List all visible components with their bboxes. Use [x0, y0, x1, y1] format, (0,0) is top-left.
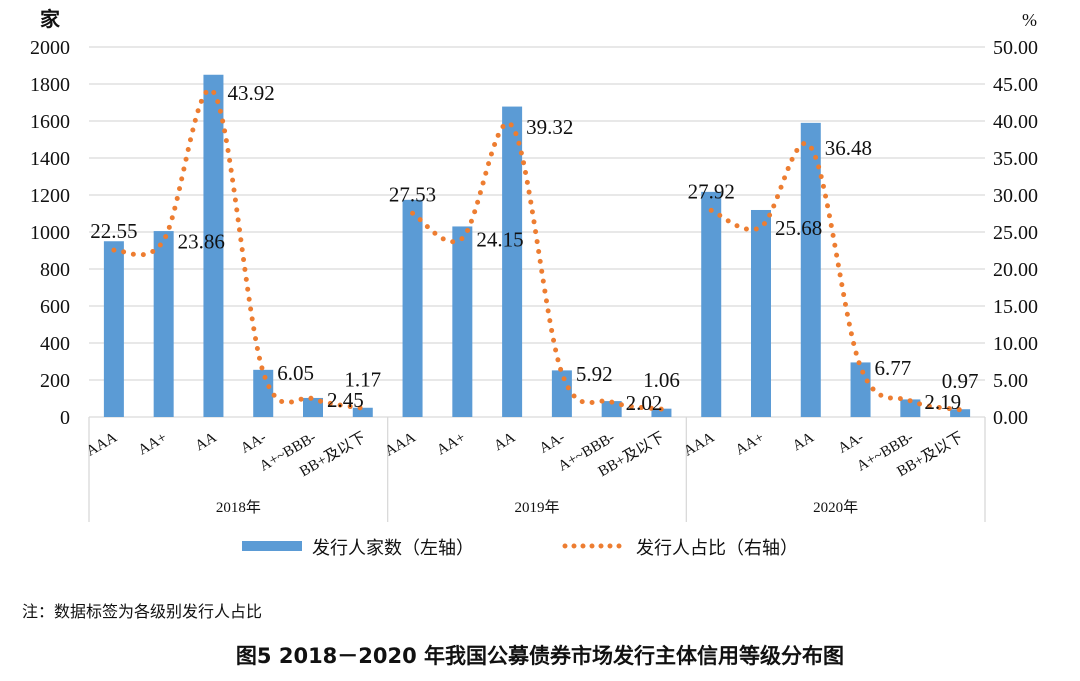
category-label: AA-	[238, 430, 269, 457]
data-label: 6.05	[277, 361, 314, 385]
figure-caption: 图5 2018－2020 年我国公募债券市场发行主体信用等级分布图	[235, 644, 845, 668]
left-tick-label: 1000	[30, 222, 70, 244]
left-tick-label: 1800	[30, 74, 70, 96]
bar	[751, 209, 771, 417]
right-tick-label: 30.00	[993, 185, 1038, 207]
bar	[601, 401, 622, 417]
data-label: 2.45	[327, 388, 364, 412]
bar	[900, 399, 921, 417]
chart: 0 200 400 600 800 1000 1200 1400 1600 1800 2000 0.0…	[30, 7, 1038, 558]
right-tick-label: 40.00	[993, 111, 1038, 133]
category-label: AA+	[733, 430, 767, 459]
category-label: AA	[193, 430, 220, 455]
right-tick-label: 50.00	[993, 37, 1038, 59]
bar	[551, 370, 572, 417]
left-tick-label: 1200	[30, 185, 70, 207]
left-tick-label: 0	[60, 407, 70, 429]
left-tick-label: 600	[40, 296, 70, 318]
data-label: 1.17	[344, 367, 381, 391]
bar	[153, 231, 174, 417]
data-label: 27.92	[688, 179, 735, 203]
legend-label: 发行人占比（右轴）	[636, 538, 798, 558]
category-label: AA-	[835, 430, 866, 457]
share-line	[708, 141, 963, 413]
left-tick-label: 2000	[30, 37, 70, 59]
right-tick-label: 10.00	[993, 333, 1038, 355]
data-label: 2.19	[924, 390, 961, 414]
data-label: 27.53	[389, 182, 436, 206]
bar	[800, 122, 821, 417]
bar	[352, 407, 373, 417]
left-tick-label: 400	[40, 333, 70, 355]
left-tick-label: 1600	[30, 111, 70, 133]
bar	[253, 369, 274, 417]
right-axis-unit: %	[1022, 10, 1037, 30]
data-label: 23.86	[178, 229, 225, 253]
group-label: 2018年	[216, 499, 261, 516]
bar	[103, 241, 124, 417]
right-tick-label: 25.00	[993, 222, 1038, 244]
bar	[402, 199, 423, 417]
share-line	[410, 120, 664, 412]
share-line	[111, 87, 366, 411]
data-label: 43.92	[227, 81, 274, 105]
bar	[452, 226, 473, 417]
chart-note: 注：数据标签为各级别发行人占比	[22, 602, 263, 621]
group-label: 2020年	[813, 499, 858, 516]
data-label: 36.48	[825, 136, 872, 160]
data-label: 2.02	[626, 391, 663, 415]
right-tick-label: 5.00	[993, 370, 1028, 392]
right-tick-label: 0.00	[993, 407, 1028, 429]
bar	[303, 397, 323, 417]
data-label: 0.97	[942, 369, 979, 393]
category-label: AA+	[136, 430, 170, 459]
data-label: 5.92	[576, 362, 613, 386]
bar	[203, 74, 224, 417]
bar	[651, 408, 672, 417]
category-label: AA	[790, 430, 817, 455]
data-label: 39.32	[526, 115, 573, 139]
data-label: 24.15	[476, 227, 523, 251]
bar	[850, 362, 871, 417]
data-label: 22.55	[90, 219, 137, 243]
legend-bar-swatch	[242, 541, 302, 551]
category-label: AA	[491, 430, 518, 455]
right-tick-label: 45.00	[993, 74, 1038, 96]
bar	[950, 409, 971, 417]
group-label: 2019年	[514, 499, 559, 516]
category-label: AA+	[434, 430, 468, 459]
left-tick-label: 200	[40, 370, 70, 392]
legend-label: 发行人家数（左轴）	[312, 538, 474, 558]
left-axis-unit: 家	[40, 7, 61, 31]
left-tick-label: 800	[40, 259, 70, 281]
right-tick-label: 20.00	[993, 259, 1038, 281]
right-tick-label: 15.00	[993, 296, 1038, 318]
left-tick-label: 1400	[30, 148, 70, 170]
data-label: 6.77	[875, 356, 912, 380]
bar	[502, 106, 523, 417]
right-tick-label: 35.00	[993, 148, 1038, 170]
data-label: 1.06	[643, 368, 680, 392]
category-label: AA-	[537, 430, 568, 457]
data-label: 25.68	[775, 216, 822, 240]
bar	[701, 191, 722, 417]
